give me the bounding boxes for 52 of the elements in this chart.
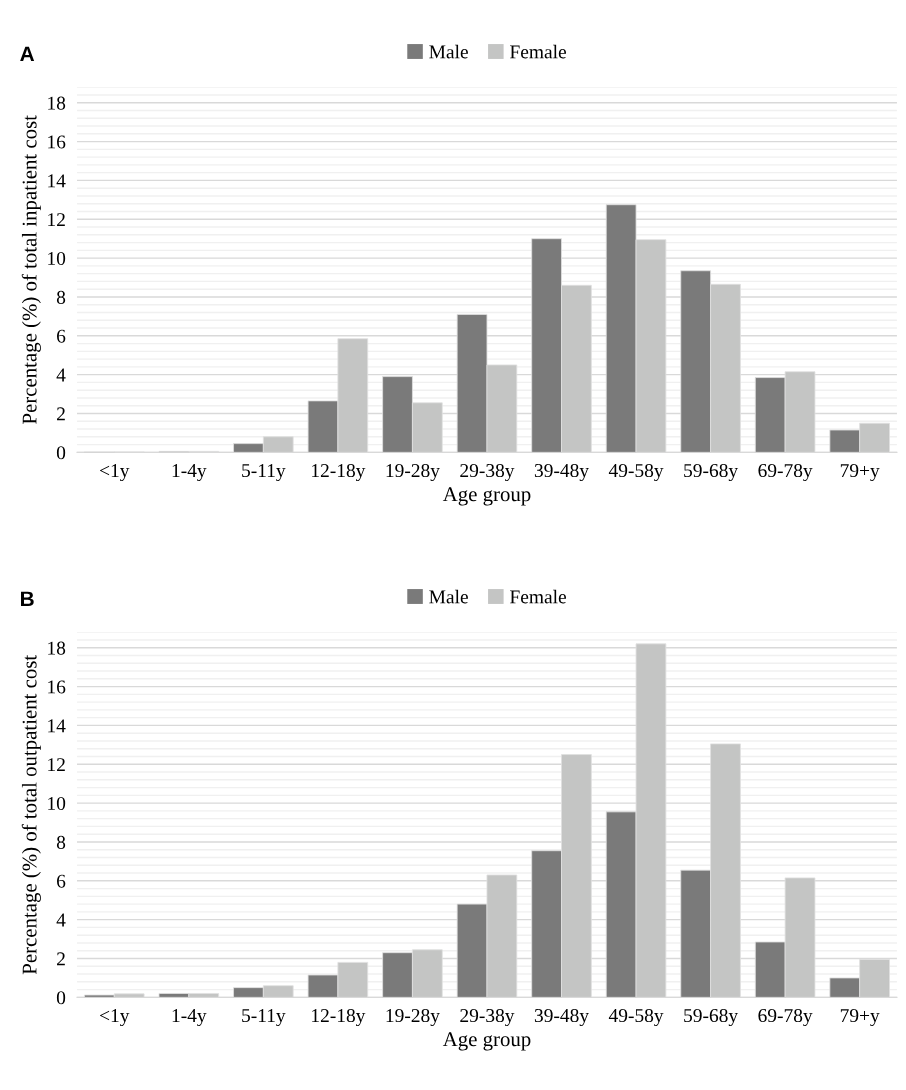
chart-title: B [21, 591, 34, 606]
x-tick-label: 79+y [840, 464, 880, 482]
legend-label: Male [429, 44, 468, 59]
x-axis-title: Age group [442, 1032, 531, 1051]
x-axis-title: Age group [442, 487, 531, 506]
x-tick-label: 29-38y [460, 1008, 515, 1027]
x-tick-label: 59-68y [684, 1008, 739, 1027]
legend-label: Male [429, 589, 468, 604]
y-tick-label: 18 [48, 96, 66, 110]
x-tick-label: <1y [100, 1009, 130, 1027]
y-tick-label: 4 [56, 368, 66, 382]
x-tick-label: 79+y [840, 1009, 880, 1027]
x-tick-label: 69-78y [758, 463, 813, 482]
y-tick-label: 14 [48, 174, 66, 188]
x-tick-label: 1-4y [172, 464, 207, 482]
y-tick-label: 0 [56, 446, 66, 460]
y-axis-title: Percentage (%) of total inpatient cost [21, 115, 41, 424]
x-tick-label: 19-28y [386, 463, 440, 482]
y-tick-label: 12 [48, 758, 65, 772]
x-tick-label: 49-58y [608, 1008, 664, 1027]
y-tick-label: 6 [57, 329, 66, 343]
y-tick-label: 10 [48, 251, 66, 266]
y-tick-label: 8 [56, 835, 66, 849]
x-tick-label: 19-28y [386, 1008, 440, 1027]
chart-title: A [20, 46, 35, 61]
y-tick-label: 8 [56, 290, 66, 304]
x-tick-label: 69-78y [758, 1008, 813, 1027]
y-tick-label: 2 [57, 407, 65, 421]
x-tick-label: 49-58y [608, 463, 664, 482]
x-tick-label: 5-11y [242, 464, 286, 482]
y-tick-label: 18 [48, 641, 66, 655]
x-tick-label: 39-48y [534, 463, 589, 482]
y-tick-label: 16 [48, 135, 66, 149]
y-tick-label: 4 [56, 913, 66, 927]
y-tick-label: 6 [57, 874, 66, 888]
legend-label: Female [510, 44, 567, 59]
x-tick-label: 29-38y [460, 463, 515, 482]
y-tick-label: 12 [48, 213, 65, 227]
y-tick-label: 2 [57, 952, 65, 966]
x-tick-label: 1-4y [172, 1009, 207, 1027]
y-axis-title: Percentage (%) of total outpatient cost [21, 654, 41, 975]
y-tick-label: 16 [48, 680, 66, 694]
x-tick-label: 12-18y [312, 463, 366, 482]
x-tick-label: 12-18y [312, 1008, 366, 1027]
x-tick-label: 5-11y [242, 1009, 286, 1027]
x-tick-label: 39-48y [534, 1008, 589, 1027]
legend-label: Female [510, 589, 567, 604]
x-tick-label: 59-68y [684, 463, 739, 482]
y-tick-label: 10 [48, 796, 66, 811]
x-tick-label: <1y [100, 464, 130, 482]
y-tick-label: 14 [48, 719, 66, 733]
y-tick-label: 0 [56, 991, 66, 1005]
